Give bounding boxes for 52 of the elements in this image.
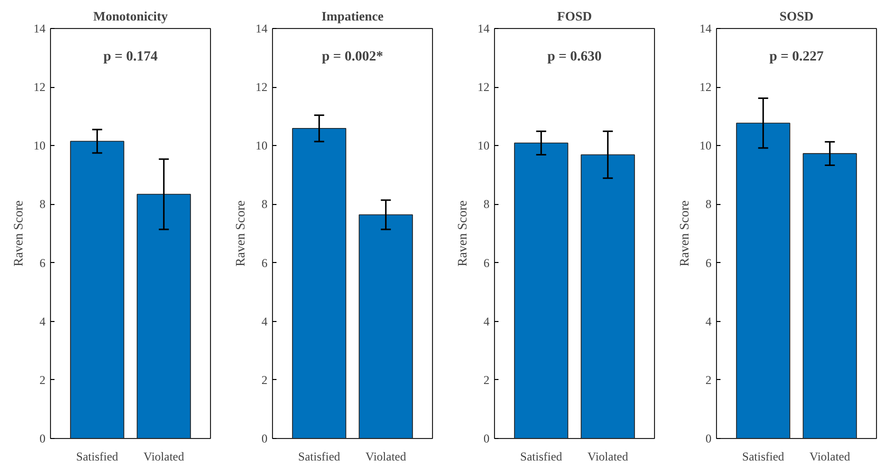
x-tick-label: Violated — [810, 450, 850, 464]
y-tick-label: 2 — [262, 372, 268, 387]
y-tick-label: 10 — [478, 138, 490, 153]
y-tick-label: 8 — [706, 197, 712, 212]
y-tick-label: 0 — [484, 432, 490, 446]
x-tick-label: Satisfied — [520, 450, 562, 464]
y-tick-label: 8 — [484, 197, 490, 212]
y-tick-label: 8 — [40, 197, 46, 212]
y-tick-label: 8 — [262, 197, 268, 212]
annotation: p = 0.174 — [103, 50, 158, 65]
y-tick-label: 4 — [484, 314, 490, 328]
y-axis-title: Raven Score — [454, 200, 470, 267]
y-tick-label: 12 — [478, 80, 490, 94]
y-tick-label: 6 — [484, 256, 490, 270]
x-tick-label: Satisfied — [742, 450, 784, 464]
y-tick-label: 2 — [40, 372, 46, 387]
x-tick-label: Satisfied — [298, 450, 340, 464]
chart-title: FOSD — [557, 8, 592, 24]
y-tick-label: 14 — [256, 22, 268, 36]
annotation: p = 0.227 — [769, 50, 824, 65]
annotation: p = 0.002* — [322, 50, 384, 65]
x-tick-label: Satisfied — [76, 450, 118, 464]
y-axis-title: Raven Score — [676, 200, 692, 267]
y-tick-label: 12 — [34, 80, 46, 94]
annotation: p = 0.630 — [547, 50, 602, 65]
chart-title: Impatience — [321, 8, 384, 24]
y-tick-label: 14 — [700, 22, 712, 36]
y-axis-title: Raven Score — [232, 200, 248, 267]
x-tick-label: Violated — [366, 450, 406, 464]
y-axis-title: Raven Score — [10, 200, 26, 267]
y-tick-label: 10 — [256, 138, 268, 153]
y-tick-label: 12 — [700, 80, 712, 94]
y-tick-label: 2 — [484, 372, 490, 387]
x-tick-label: Violated — [588, 450, 628, 464]
y-tick-label: 2 — [706, 372, 712, 387]
y-tick-label: 6 — [706, 256, 712, 270]
y-tick-label: 6 — [262, 256, 268, 270]
x-tick-label: Violated — [144, 450, 184, 464]
y-tick-label: 10 — [700, 138, 712, 153]
y-tick-label: 0 — [706, 432, 712, 446]
y-tick-label: 4 — [40, 314, 46, 328]
y-tick-label: 14 — [478, 22, 490, 36]
y-tick-label: 4 — [706, 314, 712, 328]
y-tick-label: 4 — [262, 314, 268, 328]
y-tick-label: 10 — [34, 138, 46, 153]
y-tick-label: 12 — [256, 80, 268, 94]
y-tick-label: 0 — [262, 432, 268, 446]
y-tick-label: 14 — [34, 22, 46, 36]
chart-title: Monotonicity — [93, 8, 168, 24]
y-tick-label: 0 — [40, 432, 46, 446]
y-tick-label: 6 — [40, 256, 46, 270]
chart-title: SOSD — [780, 8, 814, 24]
